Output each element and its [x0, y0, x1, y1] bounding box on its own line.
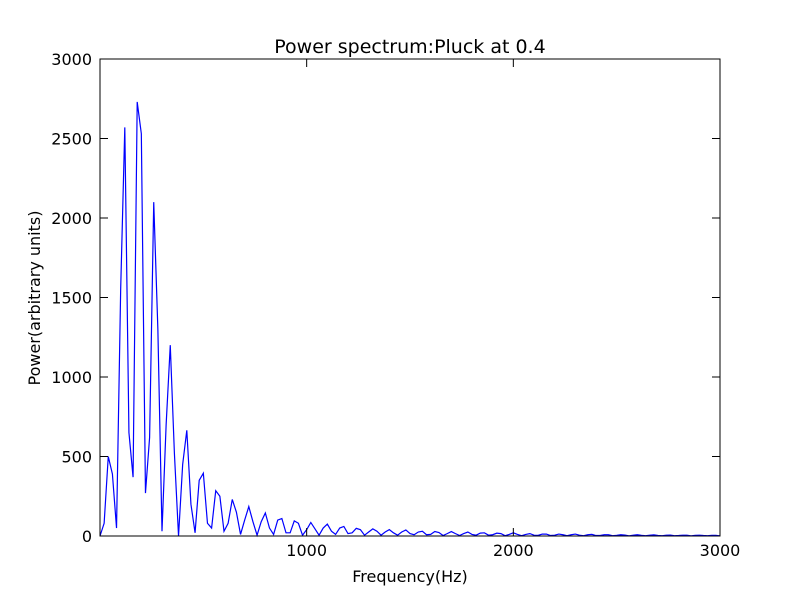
y-axis-label: Power(arbitrary units)	[25, 211, 44, 386]
y-tick-label: 2000	[51, 209, 92, 228]
x-tick-label: 1000	[286, 541, 327, 560]
x-axis-label: Frequency(Hz)	[352, 567, 468, 586]
y-tick-label: 3000	[51, 50, 92, 69]
x-tick-label: 2000	[493, 541, 534, 560]
y-tick-label: 1500	[51, 289, 92, 308]
y-tick-label: 0	[82, 527, 92, 546]
y-tick-label: 1000	[51, 368, 92, 387]
x-tick-label: 3000	[700, 541, 741, 560]
y-tick-label: 500	[61, 448, 92, 467]
plot-frame	[99, 58, 721, 537]
data-line	[99, 101, 721, 538]
chart-title: Power spectrum:Pluck at 0.4	[274, 36, 545, 58]
y-tick-label: 2500	[51, 130, 92, 149]
